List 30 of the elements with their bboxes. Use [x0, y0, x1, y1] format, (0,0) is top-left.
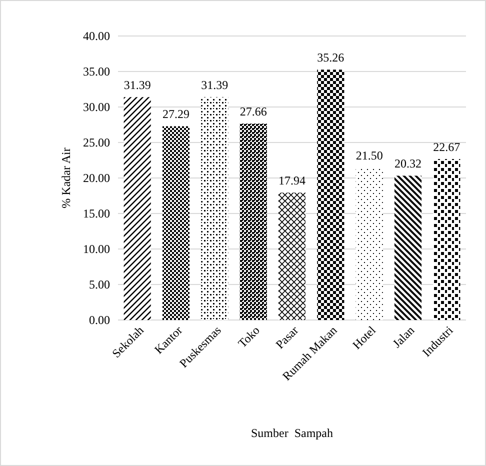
- y-tick-label: 15.00: [83, 206, 110, 221]
- data-label: 31.39: [124, 78, 151, 92]
- bar: [162, 126, 190, 320]
- bar: [201, 97, 228, 320]
- data-label: 22.67: [433, 140, 460, 154]
- y-axis-title: % Kadar Air: [59, 148, 73, 208]
- data-label: 17.94: [278, 174, 306, 188]
- y-tick-label: 0.00: [89, 313, 110, 328]
- y-tick-label: 25.00: [83, 136, 110, 150]
- x-axis-title: Sumber Sampah: [251, 426, 333, 440]
- data-label: 27.66: [240, 104, 267, 119]
- data-label: 27.29: [162, 107, 190, 122]
- data-label: 20.32: [394, 156, 422, 171]
- data-label: 35.26: [317, 50, 344, 65]
- data-label: 21.50: [356, 148, 383, 162]
- y-tick-label: 10.00: [83, 242, 110, 256]
- x-tick-label: Toko: [235, 323, 262, 350]
- y-tick-label: 35.00: [83, 64, 110, 79]
- y-tick-label: 5.00: [89, 278, 110, 292]
- bar: [433, 159, 460, 320]
- bar: [278, 192, 306, 320]
- y-tick-label: 30.00: [83, 100, 110, 114]
- y-tick-label: 40.00: [83, 29, 110, 44]
- bar: [394, 176, 422, 320]
- x-tick-label: Jalan: [390, 323, 418, 351]
- bar: [317, 70, 344, 320]
- y-tick-label: 20.00: [83, 171, 110, 186]
- data-label: 31.39: [201, 78, 228, 92]
- bar: [124, 97, 151, 320]
- bar: [240, 124, 267, 320]
